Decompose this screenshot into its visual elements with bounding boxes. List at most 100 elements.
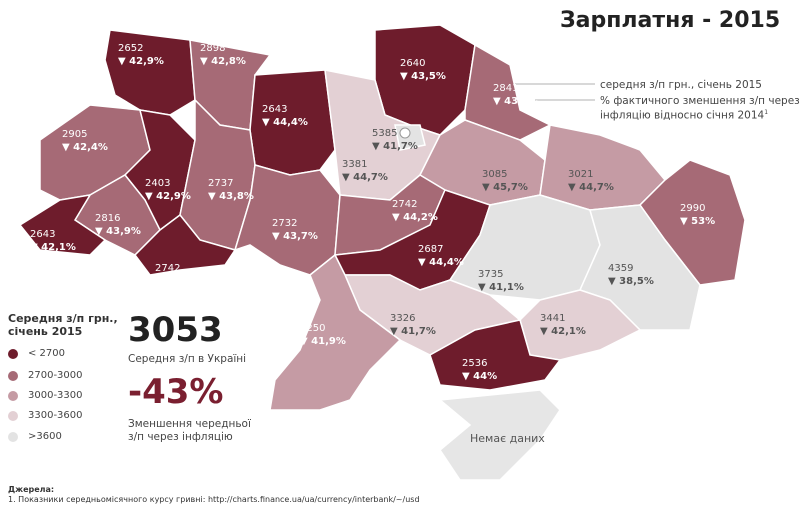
region-value: 3381 bbox=[342, 159, 368, 170]
region-pct: ▼ 44% bbox=[462, 371, 498, 382]
region-label-cherkasy: 2742 ▼ 44,2% bbox=[392, 198, 438, 224]
region-label-sumy: 2841 ▼ 43,4% bbox=[493, 82, 539, 108]
region-label-kyiv-oblast: 3381 ▼ 44,7% bbox=[342, 158, 388, 184]
region-donetsk bbox=[578, 204, 701, 331]
legend-item: 3000-3300 bbox=[8, 390, 83, 401]
region-value: 3085 bbox=[482, 169, 508, 180]
region-value: 2742 bbox=[155, 263, 181, 274]
region-chernivtsi bbox=[134, 213, 237, 276]
region-label-kharkiv: 3021 ▼ 44,7% bbox=[568, 168, 614, 194]
region-label-odesa: 3250 ▼ 41,9% bbox=[300, 322, 346, 348]
region-label-kirovohrad: 2687 ▼ 44,4% bbox=[418, 243, 464, 269]
region-value: 2816 bbox=[95, 213, 121, 224]
region-crimea bbox=[438, 389, 561, 481]
region-label-mykolaiv: 3326 ▼ 41,7% bbox=[390, 312, 436, 338]
region-label-kyiv-city: 5385 ▼ 41,7% bbox=[372, 127, 418, 153]
sources: Джерела: 1. Показники середньомісячного к… bbox=[8, 485, 420, 504]
region-pct: ▼ 42,8% bbox=[200, 56, 246, 67]
region-pct: ▼ 43,8% bbox=[208, 191, 254, 202]
region-value: 3021 bbox=[568, 169, 594, 180]
region-zakarpattia bbox=[18, 193, 107, 256]
annotation-pct: % фактичного зменшення з/п через інфляцію… bbox=[600, 95, 800, 122]
region-value: 3250 bbox=[300, 323, 326, 334]
region-pct: ▼ 44,4% bbox=[418, 257, 464, 268]
legend-item: >3600 bbox=[8, 431, 62, 442]
region-value: 2841 bbox=[493, 83, 519, 94]
region-pct: ▼ 44,7% bbox=[568, 182, 614, 193]
crimea-no-data: Немає даних bbox=[470, 432, 545, 445]
region-pct: ▼ 45,7% bbox=[482, 182, 528, 193]
legend-item: 2700-3000 bbox=[8, 370, 83, 381]
region-pct: ▼ 43,5% bbox=[400, 71, 446, 82]
region-value: 3326 bbox=[390, 313, 416, 324]
region-label-poltava: 3085 ▼ 45,7% bbox=[482, 168, 528, 194]
region-sumy bbox=[464, 43, 552, 141]
legend-item: < 2700 bbox=[8, 348, 65, 359]
region-pct: ▼ 42,1% bbox=[30, 242, 76, 253]
region-label-donetsk: 4359 ▼ 38,5% bbox=[608, 262, 654, 288]
region-label-luhansk: 2990 ▼ 53% bbox=[680, 202, 715, 228]
region-odesa bbox=[269, 253, 402, 411]
region-pct: ▼ 43,7% bbox=[272, 231, 318, 242]
region-pct: ▼ 44,6% bbox=[155, 276, 201, 287]
region-label-ternopil: 2403 ▼ 42,9% bbox=[145, 177, 191, 203]
region-value: 2742 bbox=[392, 199, 418, 210]
region-pct: ▼ 42,9% bbox=[145, 191, 191, 202]
region-label-chernivtsi: 2742 ▼ 44,6% bbox=[155, 262, 201, 288]
region-value: 2652 bbox=[118, 43, 144, 54]
region-value: 2990 bbox=[680, 203, 706, 214]
legend-title: Середня з/п грн., січень 2015 bbox=[8, 312, 118, 338]
annotation-value: середня з/п грн., січень 2015 bbox=[600, 79, 762, 91]
region-pct: ▼ 43,4% bbox=[493, 96, 539, 107]
region-pct: ▼ 44,2% bbox=[392, 212, 438, 223]
region-label-lviv: 2905 ▼ 42,4% bbox=[62, 128, 108, 154]
inflation-drop-label: Зменшення чередньої з/п через інфляцію bbox=[128, 418, 251, 443]
region-pct: ▼ 42,4% bbox=[62, 142, 108, 153]
region-value: 2640 bbox=[400, 58, 426, 69]
region-value: 2687 bbox=[418, 244, 444, 255]
region-value: 4359 bbox=[608, 263, 634, 274]
average-salary-label: Середня з/п в Україні bbox=[128, 353, 247, 365]
region-label-kherson: 2536 ▼ 44% bbox=[462, 357, 497, 383]
region-pct: ▼ 41,9% bbox=[300, 336, 346, 347]
region-pct: ▼ 41,1% bbox=[478, 282, 524, 293]
region-value: 2536 bbox=[462, 358, 488, 369]
region-value: 2403 bbox=[145, 178, 171, 189]
region-value: 2732 bbox=[272, 218, 298, 229]
region-value: 2643 bbox=[262, 104, 288, 115]
region-label-vinnytsia: 2732 ▼ 43,7% bbox=[272, 217, 318, 243]
region-label-zhytomyr: 2643 ▼ 44,4% bbox=[262, 103, 308, 129]
region-pct: ▼ 41,7% bbox=[390, 326, 436, 337]
region-value: 2905 bbox=[62, 129, 88, 140]
region-value: 2643 bbox=[30, 229, 56, 240]
inflation-drop: -43% bbox=[128, 372, 224, 412]
region-label-chernihiv: 2640 ▼ 43,5% bbox=[400, 57, 446, 83]
region-kherson bbox=[429, 319, 562, 391]
region-pct: ▼ 53% bbox=[680, 216, 716, 227]
region-label-dnipropetrovsk: 3735 ▼ 41,1% bbox=[478, 268, 524, 294]
region-pct: ▼ 41,7% bbox=[372, 141, 418, 152]
region-value: 2737 bbox=[208, 178, 234, 189]
average-salary: 3053 bbox=[128, 310, 223, 350]
page-title: Зарплатня - 2015 bbox=[560, 8, 781, 33]
region-pct: ▼ 44,4% bbox=[262, 117, 308, 128]
region-pct: ▼ 38,5% bbox=[608, 276, 654, 287]
region-pct: ▼ 44,7% bbox=[342, 172, 388, 183]
region-value: 5385 bbox=[372, 128, 398, 139]
legend-item: 3300-3600 bbox=[8, 410, 83, 421]
region-label-volyn: 2652 ▼ 42,9% bbox=[118, 42, 164, 68]
region-pct: ▼ 43,9% bbox=[95, 226, 141, 237]
kyiv-city-marker bbox=[399, 127, 411, 139]
region-value: 3441 bbox=[540, 313, 566, 324]
region-label-zakarpattia: 2643 ▼ 42,1% bbox=[30, 228, 76, 254]
region-label-khmelnytskyi: 2737 ▼ 43,8% bbox=[208, 177, 254, 203]
region-label-rivne: 2898 ▼ 42,8% bbox=[200, 42, 246, 68]
region-pct: ▼ 42,9% bbox=[118, 56, 164, 67]
region-value: 3735 bbox=[478, 269, 504, 280]
region-label-zaporizhzhia: 3441 ▼ 42,1% bbox=[540, 312, 586, 338]
region-value: 2898 bbox=[200, 43, 226, 54]
region-label-ivano-frankivsk: 2816 ▼ 43,9% bbox=[95, 212, 141, 238]
region-pct: ▼ 42,1% bbox=[540, 326, 586, 337]
